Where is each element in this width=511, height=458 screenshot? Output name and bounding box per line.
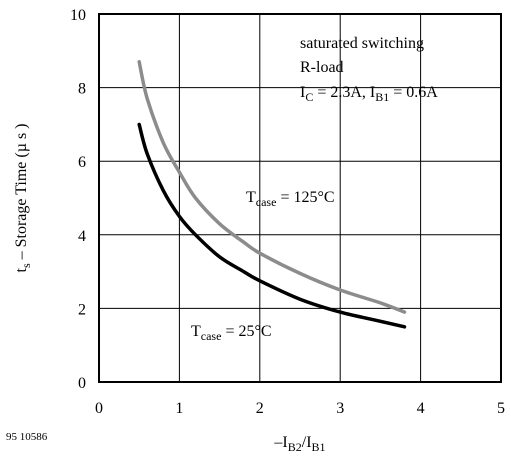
annotation-line-2: R-load	[300, 59, 344, 76]
y-tick-label-0: 0	[78, 375, 86, 392]
annotation-ic-value: = 2.3A, I	[313, 84, 375, 101]
series-label-125c-t: T	[246, 189, 256, 206]
annotation-ic-sub: C	[305, 90, 313, 104]
annotation-ic-symbol: I	[300, 84, 305, 101]
figure-id: 95 10586	[6, 431, 48, 443]
series-label-125c-value: = 125°C	[276, 189, 334, 206]
series-label-25c-t: T	[191, 323, 201, 340]
y-tick-label-5: 10	[70, 7, 86, 24]
x-tick-label-5: 5	[497, 400, 505, 417]
series-label-25c-value: = 25°C	[221, 323, 271, 340]
y-axis-label-text: – Storage Time (µ s )	[13, 123, 30, 263]
x-tick-label-4: 4	[417, 400, 425, 417]
x-axis-label-prefix: –I	[273, 434, 287, 451]
x-axis-label-sub2: B1	[312, 440, 326, 454]
series-label-25c: Tcase = 25°C	[191, 323, 272, 343]
series-label-125c: Tcase = 125°C	[246, 189, 335, 209]
y-tick-label-4: 8	[78, 81, 86, 98]
annotation-line-3: IC = 2.3A, IB1 = 0.6A	[300, 84, 438, 104]
series-line-1	[137, 122, 407, 329]
y-axis-label-sub: s	[19, 263, 33, 268]
annotation-line-1: saturated switching	[300, 35, 424, 52]
series-label-25c-sub: case	[201, 329, 222, 343]
y-axis-label: ts – Storage Time (µ s )	[13, 123, 33, 272]
x-tick-label-0: 0	[95, 400, 103, 417]
y-tick-label-3: 6	[78, 154, 86, 171]
x-axis-label: –IB2/IB1	[273, 434, 325, 454]
x-axis-label-mid: /I	[302, 434, 312, 451]
grid-lines	[99, 14, 501, 382]
plot-frame	[98, 13, 502, 383]
x-tick-label-2: 2	[256, 400, 264, 417]
series-line-0	[137, 60, 407, 314]
x-tick-label-1: 1	[175, 400, 183, 417]
tick-labels: 0 1 2 3 4 5 0 2 4 6 8 10	[70, 7, 505, 417]
x-tick-label-3: 3	[336, 400, 344, 417]
series-curves	[137, 60, 407, 329]
y-tick-label-2: 4	[78, 228, 86, 245]
x-axis-label-sub1: B2	[288, 440, 302, 454]
y-axis-label-t: t	[13, 268, 30, 273]
series-label-125c-sub: case	[256, 195, 277, 209]
y-tick-label-1: 2	[78, 301, 86, 318]
annotation-ib1-sub: B1	[375, 90, 389, 104]
annotation-ib1-value: = 0.6A	[389, 84, 438, 101]
